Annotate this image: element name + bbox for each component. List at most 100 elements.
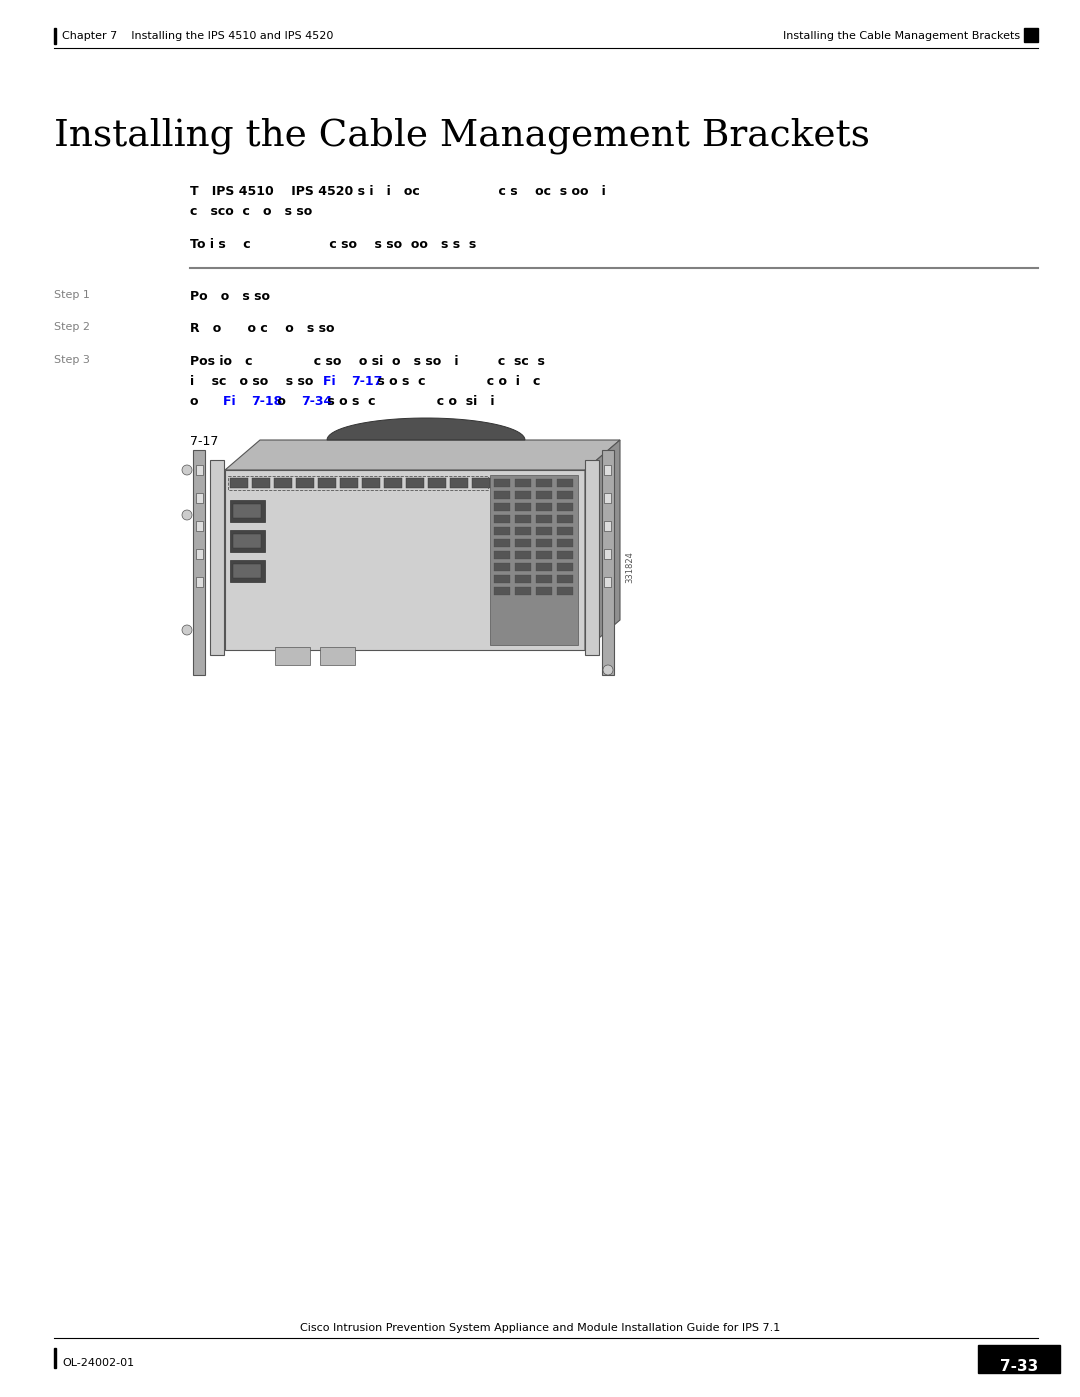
Bar — [557, 490, 573, 499]
Bar — [275, 647, 310, 665]
Bar — [195, 577, 203, 587]
Bar — [494, 587, 510, 595]
Bar — [515, 550, 531, 559]
Text: To i s    c                  c so    s so  oo   s s  s: To i s c c so s so oo s s s — [190, 237, 476, 251]
Text: 7-17: 7-17 — [190, 434, 218, 448]
Text: Step 2: Step 2 — [54, 321, 90, 332]
Polygon shape — [585, 440, 620, 650]
Bar — [54, 1348, 56, 1368]
Bar — [340, 478, 357, 488]
Bar — [536, 515, 552, 522]
Bar — [604, 577, 611, 587]
Bar — [515, 527, 531, 535]
Text: Cisco Intrusion Prevention System Appliance and Module Installation Guide for IP: Cisco Intrusion Prevention System Applia… — [300, 1323, 780, 1333]
Text: Fi: Fi — [323, 374, 349, 388]
Bar — [585, 460, 599, 655]
Circle shape — [183, 465, 192, 475]
Text: Chapter 7    Installing the IPS 4510 and IPS 4520: Chapter 7 Installing the IPS 4510 and IP… — [62, 31, 334, 41]
Bar — [450, 478, 468, 488]
Text: 7-18: 7-18 — [251, 395, 282, 408]
Bar — [557, 576, 573, 583]
Bar — [536, 503, 552, 511]
Text: Step 1: Step 1 — [54, 291, 90, 300]
Bar — [536, 479, 552, 488]
Bar — [515, 490, 531, 499]
Bar — [515, 576, 531, 583]
Bar — [228, 476, 488, 490]
Bar — [494, 527, 510, 535]
Bar — [362, 478, 380, 488]
Text: s o s  c              c o  si   i: s o s c c o si i — [323, 395, 495, 408]
Text: o: o — [273, 395, 299, 408]
Bar — [536, 563, 552, 571]
Bar — [296, 478, 314, 488]
Bar — [494, 550, 510, 559]
Bar — [557, 503, 573, 511]
Bar — [515, 479, 531, 488]
Bar — [515, 563, 531, 571]
Bar — [230, 500, 265, 522]
Text: Installing the Cable Management Brackets: Installing the Cable Management Brackets — [54, 117, 869, 155]
Bar — [515, 539, 531, 548]
Polygon shape — [327, 418, 525, 440]
Bar — [494, 503, 510, 511]
Bar — [210, 460, 224, 655]
Bar — [195, 549, 203, 559]
Bar — [252, 478, 270, 488]
Bar — [225, 469, 585, 650]
Bar — [536, 550, 552, 559]
Bar — [1024, 28, 1038, 42]
Bar — [604, 465, 611, 475]
Text: Po   o   s so: Po o s so — [190, 291, 270, 303]
Bar — [318, 478, 336, 488]
Text: 7-34: 7-34 — [301, 395, 333, 408]
Bar — [536, 527, 552, 535]
Bar — [557, 479, 573, 488]
Text: 7-33: 7-33 — [1000, 1359, 1038, 1375]
Bar — [515, 587, 531, 595]
Bar — [536, 490, 552, 499]
Polygon shape — [225, 440, 620, 469]
Bar — [557, 527, 573, 535]
Text: i    sc   o so    s so: i sc o so s so — [190, 374, 322, 388]
Bar — [233, 504, 261, 518]
Bar — [604, 521, 611, 531]
Bar — [193, 450, 205, 675]
Bar — [602, 450, 615, 675]
Text: c   sco  c   o   s so: c sco c o s so — [190, 205, 312, 218]
Bar — [536, 587, 552, 595]
Bar — [195, 465, 203, 475]
Bar — [515, 515, 531, 522]
Bar — [978, 1345, 1059, 1373]
Bar — [195, 521, 203, 531]
Text: T   IPS 4510    IPS 4520 s i   i   oc                  c s    oc  s oo   i: T IPS 4510 IPS 4520 s i i oc c s oc s oo… — [190, 184, 606, 198]
Bar — [54, 28, 56, 43]
Bar — [384, 478, 402, 488]
Bar — [604, 549, 611, 559]
Circle shape — [603, 665, 613, 675]
Bar — [230, 478, 248, 488]
Bar — [233, 564, 261, 578]
Text: s o s  c              c o  i   c: s o s c c o i c — [374, 374, 540, 388]
Bar — [230, 560, 265, 583]
Text: o: o — [190, 395, 220, 408]
Bar — [320, 647, 355, 665]
Bar — [230, 529, 265, 552]
Text: Pos io   c              c so    o si  o   s so   i         c  sc  s: Pos io c c so o si o s so i c sc s — [190, 355, 545, 367]
Bar — [490, 475, 578, 645]
Bar — [557, 539, 573, 548]
Bar — [494, 479, 510, 488]
Text: 331824: 331824 — [625, 552, 635, 584]
Bar — [494, 515, 510, 522]
Text: R   o      o c    o   s so: R o o c o s so — [190, 321, 335, 335]
Circle shape — [183, 624, 192, 636]
Bar — [536, 576, 552, 583]
Text: OL-24002-01: OL-24002-01 — [62, 1358, 134, 1368]
Bar — [536, 539, 552, 548]
Bar — [195, 493, 203, 503]
Bar — [494, 563, 510, 571]
Bar — [233, 534, 261, 548]
Bar — [557, 515, 573, 522]
Text: 7-17: 7-17 — [351, 374, 382, 388]
Bar — [472, 478, 490, 488]
